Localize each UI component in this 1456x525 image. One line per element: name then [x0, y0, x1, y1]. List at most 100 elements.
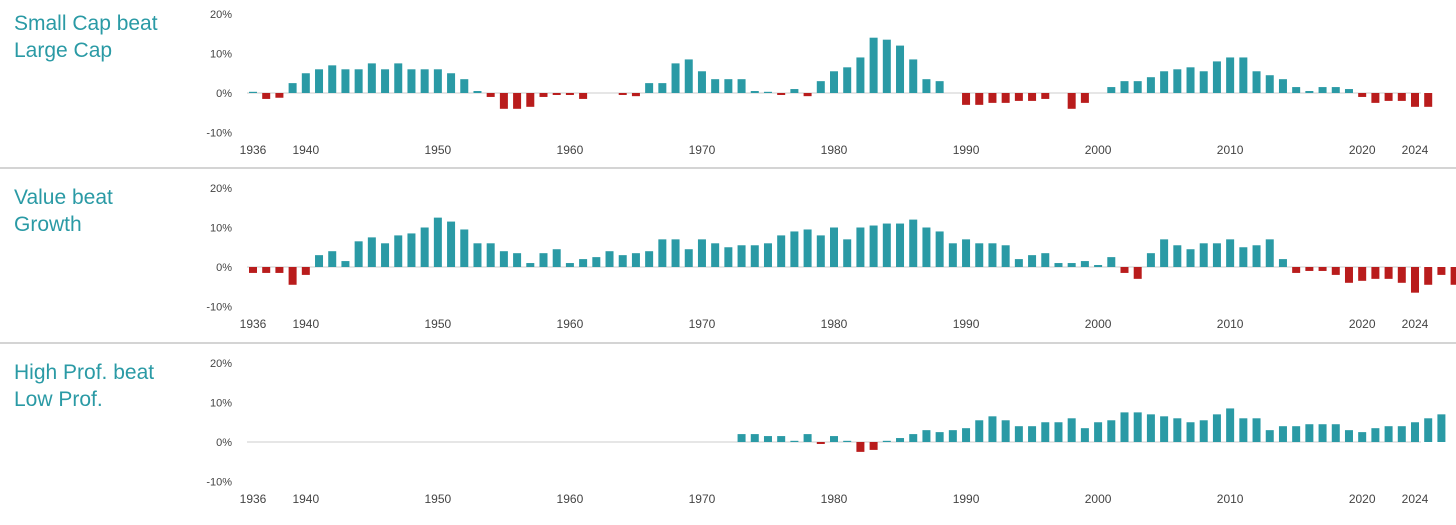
panel-title: Value beat Growth [14, 184, 204, 238]
bar [948, 430, 957, 442]
bar [1331, 87, 1340, 93]
bar [922, 227, 931, 267]
bar [592, 257, 601, 267]
bar [869, 37, 878, 93]
bar [275, 267, 284, 273]
title-line-1: High Prof. beat [14, 361, 155, 384]
bar [896, 223, 905, 267]
bar [1252, 418, 1261, 442]
bar [658, 83, 667, 93]
y-tick-label: 10% [210, 398, 232, 410]
bar [1318, 87, 1327, 93]
bar [447, 221, 456, 267]
bar [1265, 239, 1274, 267]
bar [1384, 426, 1393, 442]
title-line-2: Low Prof. [14, 388, 103, 411]
bar [631, 93, 640, 97]
bar [697, 71, 706, 93]
bar [486, 93, 495, 97]
bar [1120, 412, 1129, 442]
bar [816, 81, 825, 93]
x-tick-label: 1980 [821, 143, 848, 157]
bar [460, 79, 469, 93]
bar [1358, 432, 1367, 442]
bar [1001, 93, 1010, 103]
panel-title: Small Cap beat Large Cap [14, 10, 204, 64]
x-tick-label: 1960 [557, 143, 584, 157]
panel-title: High Prof. beat Low Prof. [14, 359, 204, 413]
bar [777, 235, 786, 267]
bar [1160, 416, 1169, 442]
bar [816, 235, 825, 267]
bar [1278, 79, 1287, 93]
panel-divider [0, 167, 1456, 169]
bar [1424, 418, 1433, 442]
bar [1252, 71, 1261, 93]
x-tick-label: 1980 [821, 317, 848, 331]
bar [1424, 267, 1433, 285]
bar [420, 69, 429, 93]
bar [697, 239, 706, 267]
bar [882, 39, 891, 93]
bar [1107, 420, 1116, 442]
x-tick-label: 1950 [425, 143, 452, 157]
x-tick-label: 1960 [557, 317, 584, 331]
bar [1344, 267, 1353, 283]
x-tick-label: 1990 [953, 492, 980, 506]
bar [394, 63, 403, 93]
bar [1173, 245, 1182, 267]
bar [803, 229, 812, 267]
bar [328, 65, 337, 93]
bar [1411, 267, 1419, 293]
bar [1397, 426, 1406, 442]
x-tick-label: 1970 [689, 143, 716, 157]
bar [288, 267, 297, 285]
x-tick-label: 1970 [689, 317, 716, 331]
bar [1054, 263, 1063, 267]
bar [1344, 89, 1353, 93]
bar [1212, 414, 1221, 442]
bar [830, 436, 838, 442]
bar [1041, 93, 1050, 99]
bar [1252, 245, 1261, 267]
bar [830, 227, 838, 267]
bar [1411, 422, 1419, 442]
bar [737, 434, 746, 442]
bar [803, 93, 812, 97]
bar [1014, 259, 1023, 267]
bar [750, 91, 759, 93]
bar [830, 71, 838, 93]
bar [1305, 91, 1314, 93]
bar [737, 245, 746, 267]
bar [631, 253, 640, 267]
bar [763, 436, 772, 442]
bar [671, 63, 680, 93]
bar [486, 243, 495, 267]
bar [1014, 426, 1023, 442]
bar [1133, 412, 1142, 442]
bar [935, 432, 944, 442]
bar [1371, 428, 1380, 442]
bar [381, 243, 390, 267]
bar [882, 440, 891, 442]
bar [1226, 408, 1235, 442]
bar [301, 267, 310, 275]
x-tick-label: 2024 [1402, 492, 1429, 506]
bar [645, 251, 654, 267]
bar [1028, 255, 1037, 267]
bar [1107, 87, 1116, 93]
bar [1186, 67, 1195, 93]
bar [552, 93, 561, 95]
bar [803, 434, 812, 442]
bar [737, 79, 746, 93]
x-tick-label: 2020 [1349, 143, 1376, 157]
bar [579, 259, 588, 267]
bar [1278, 426, 1287, 442]
x-tick-label: 1990 [953, 143, 980, 157]
y-tick-label: 0% [216, 262, 232, 274]
y-tick-label: 0% [216, 88, 232, 100]
bar [513, 253, 522, 267]
bar [1067, 93, 1076, 109]
bar [777, 93, 786, 95]
bar [1397, 93, 1406, 101]
